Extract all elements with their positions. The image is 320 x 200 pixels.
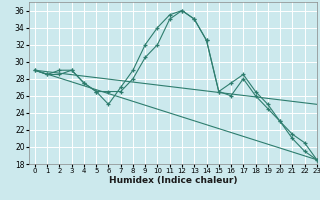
X-axis label: Humidex (Indice chaleur): Humidex (Indice chaleur) xyxy=(108,176,237,185)
